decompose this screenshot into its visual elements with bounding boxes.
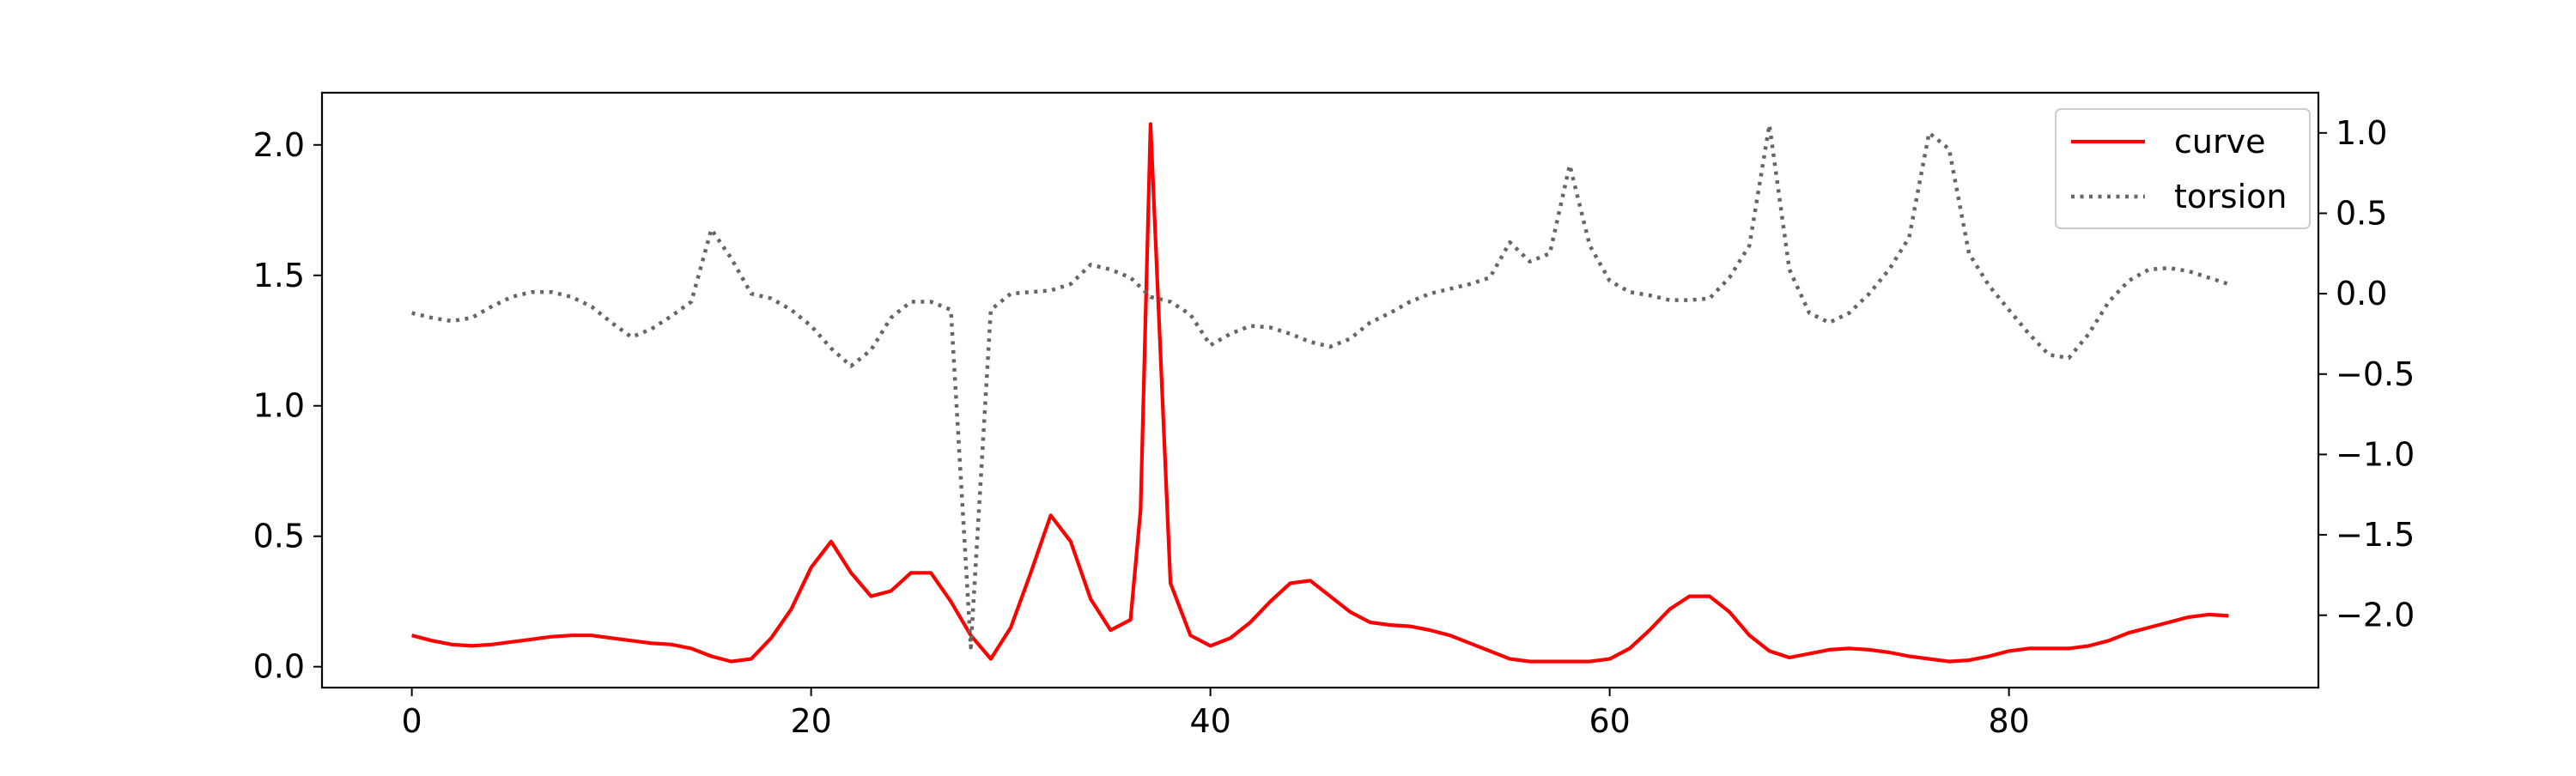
x-tick-label: 60 (1589, 702, 1630, 740)
y-right-tick-label: 0.0 (2336, 275, 2387, 312)
legend-label-torsion: torsion (2174, 178, 2287, 215)
axes-frame (320, 91, 2320, 689)
y-left-tick-label: 1.5 (253, 257, 305, 294)
y-right-tick-label: −0.5 (2336, 355, 2415, 393)
legend: curve torsion (2055, 108, 2311, 229)
y-left-tick-label: 0.5 (253, 518, 305, 555)
x-axis: 0 20 40 60 80 (402, 688, 2030, 740)
y-axis-right: −2.0 −1.5 −1.0 −0.5 0.0 0.5 1.0 (2318, 114, 2415, 634)
x-tick-label: 20 (790, 702, 831, 740)
y-right-tick-label: 1.0 (2336, 114, 2387, 152)
y-right-tick-label: 0.5 (2336, 194, 2387, 232)
legend-label-curve: curve (2174, 123, 2265, 161)
series-layer (411, 122, 2230, 664)
y-axis-left: 0.0 0.5 1.0 1.5 2.0 (253, 126, 322, 686)
y-right-tick-label: −1.5 (2336, 516, 2415, 554)
y-right-tick-label: −2.0 (2336, 597, 2415, 634)
y-left-tick-label: 0.0 (253, 648, 305, 686)
x-tick-label: 40 (1189, 702, 1230, 740)
series-line-torsion (411, 123, 2230, 650)
y-right-tick-label: −1.0 (2336, 435, 2415, 473)
x-tick-label: 0 (402, 702, 422, 740)
series-line-curve (411, 122, 2229, 664)
y-left-tick-label: 2.0 (253, 126, 305, 164)
y-left-tick-label: 1.0 (253, 387, 305, 425)
x-tick-label: 80 (1988, 702, 2029, 740)
